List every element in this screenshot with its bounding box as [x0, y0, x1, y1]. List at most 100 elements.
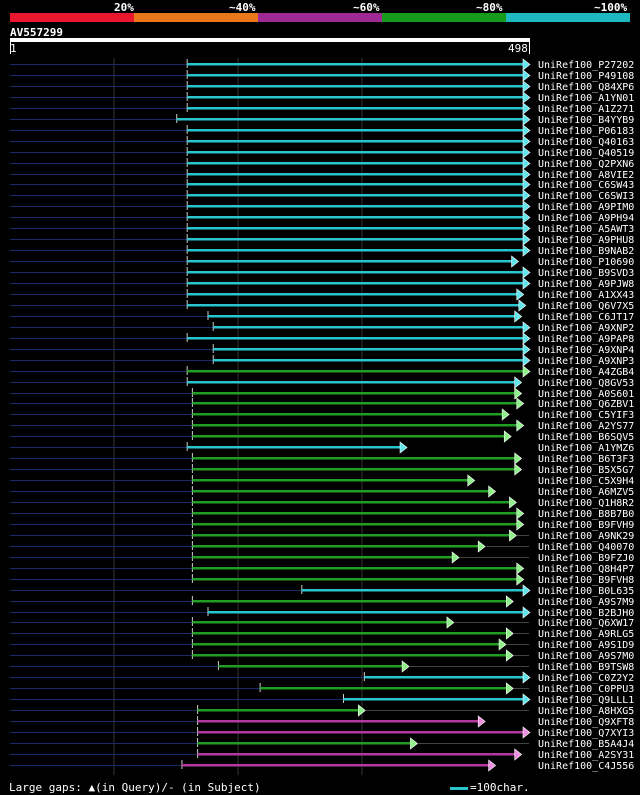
hit-label: UniRef100_C0Z2Y2: [538, 673, 634, 684]
hit-arrow: [522, 168, 531, 181]
hit-arrow: [503, 430, 512, 443]
hit-bar: [213, 359, 523, 362]
hit-arrow: [477, 540, 486, 553]
hit-bar: [192, 512, 517, 515]
hit-arrow: [522, 693, 531, 706]
hit-arrow: [399, 441, 408, 454]
hit-label: UniRef100_P27202: [538, 60, 634, 71]
hit-label: UniRef100_Q9XFT8: [538, 717, 634, 728]
legend-segment-cyan: [506, 13, 630, 22]
scale-label: =100char.: [470, 781, 530, 794]
hit-label: UniRef100_Q6V7X5: [538, 301, 634, 312]
query-ruler: [10, 38, 530, 42]
hit-arrow: [522, 671, 531, 684]
hit-label: UniRef100_B0L635: [538, 586, 634, 597]
hit-bar: [192, 523, 517, 526]
hit-arrow: [522, 244, 531, 257]
hit-arrow: [522, 332, 531, 345]
hit-bar: [192, 556, 453, 559]
hit-label: UniRef100_Q9LLL1: [538, 695, 634, 706]
hit-arrow: [446, 616, 455, 629]
hit-label: UniRef100_A9PIM0: [538, 202, 634, 213]
hit-label: UniRef100_A9S1D9: [538, 640, 634, 651]
hit-bar: [213, 348, 523, 351]
hit-bar: [192, 413, 503, 416]
hit-bar: [192, 567, 517, 570]
hit-bar: [192, 402, 517, 405]
hit-label: UniRef100_A9XNP2: [538, 323, 634, 334]
hit-label: UniRef100_C5X9H4: [538, 476, 634, 487]
hit-bar: [197, 709, 359, 712]
hit-bar: [192, 457, 515, 460]
hit-arrow: [516, 562, 525, 575]
hit-bar: [187, 63, 523, 66]
query-id: AV557299: [10, 26, 63, 39]
hit-label: UniRef100_A2YS77: [538, 421, 634, 432]
ruler-tick-start: [10, 42, 11, 54]
hit-arrow: [522, 726, 531, 739]
hit-label: UniRef100_A6MZV5: [538, 487, 634, 498]
hit-bar: [187, 96, 523, 99]
hit-arrow: [516, 573, 525, 586]
hit-label: UniRef100_Q6XW17: [538, 618, 634, 629]
hit-label: UniRef100_B9FZJ0: [538, 553, 634, 564]
hit-arrow: [488, 485, 497, 498]
hit-bar: [187, 381, 515, 384]
hit-label: UniRef100_A2SY31: [538, 750, 634, 761]
hit-bar: [192, 632, 507, 635]
hit-label: UniRef100_C5YIF3: [538, 410, 634, 421]
hit-label: UniRef100_A1YN01: [538, 93, 634, 104]
hit-arrow: [522, 178, 531, 191]
hit-arrow: [522, 113, 531, 126]
hit-bar: [192, 643, 500, 646]
hit-arrow: [522, 200, 531, 213]
hit-arrow: [522, 157, 531, 170]
hit-label: UniRef100_B5A4J4: [538, 739, 634, 750]
hit-bar: [187, 337, 523, 340]
hit-bar: [192, 392, 515, 395]
hit-bar: [187, 74, 523, 77]
hit-label: UniRef100_C4J556: [538, 761, 634, 772]
hit-arrow: [501, 408, 510, 421]
hit-label: UniRef100_A9PJW8: [538, 279, 634, 290]
hit-arrow: [514, 463, 523, 476]
hit-arrow: [522, 222, 531, 235]
hit-bar: [192, 479, 468, 482]
hit-arrow: [477, 715, 486, 728]
hit-arrow: [522, 354, 531, 367]
hit-label: UniRef100_A9NK29: [538, 531, 634, 542]
hit-arrow: [522, 606, 531, 619]
hit-arrow: [451, 551, 460, 564]
hit-label: UniRef100_B4YYB9: [538, 115, 634, 126]
hit-bar: [197, 753, 515, 756]
hit-bar: [181, 764, 489, 767]
hit-bar: [192, 435, 505, 438]
hit-label: UniRef100_Q84XP6: [538, 82, 634, 93]
hit-label: UniRef100_C6SW43: [538, 180, 634, 191]
hit-bar: [197, 731, 523, 734]
hit-bar: [343, 698, 523, 701]
hit-label: UniRef100_A5AWT3: [538, 224, 634, 235]
hit-label: UniRef100_B6SQV5: [538, 432, 634, 443]
hit-bar: [192, 654, 507, 657]
hit-arrow: [516, 507, 525, 520]
identity-color-legend: [10, 13, 630, 22]
hit-bar: [187, 173, 523, 176]
hit-bar: [192, 501, 510, 504]
hit-bar: [187, 140, 523, 143]
legend-label-80: ~80%: [476, 1, 503, 14]
hit-arrow: [522, 102, 531, 115]
hit-label: UniRef100_A9PH94: [538, 213, 634, 224]
hit-label: UniRef100_Q40070: [538, 542, 634, 553]
hit-bar: [301, 589, 523, 592]
hit-bar: [187, 129, 523, 132]
hit-arrow: [509, 496, 517, 509]
hit-label: UniRef100_B6T3F3: [538, 454, 634, 465]
hit-bar: [218, 665, 403, 668]
hit-arrow: [522, 135, 531, 148]
hit-bar: [192, 545, 479, 548]
hit-bar: [187, 260, 512, 263]
hit-label: UniRef100_A1Z271: [538, 104, 634, 115]
hit-bar: [187, 205, 523, 208]
hit-arrow: [509, 529, 517, 542]
